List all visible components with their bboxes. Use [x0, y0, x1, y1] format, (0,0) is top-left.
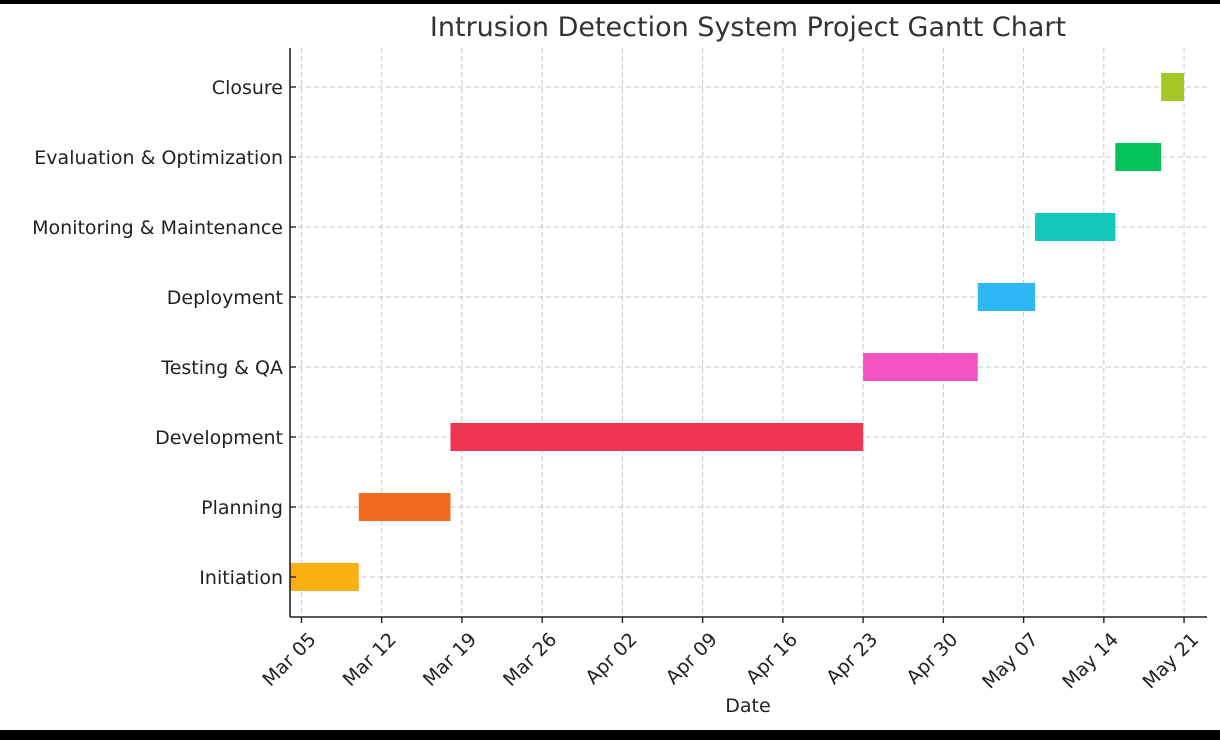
gantt-bar [1035, 213, 1116, 241]
x-tick-label: Apr 30 [902, 629, 962, 689]
chart-frame: Intrusion Detection System Project Gantt… [0, 4, 1220, 730]
y-tick-layer: Initiation Planning Development Testing & Q… [32, 77, 296, 589]
y-tick-label: Development [155, 427, 283, 449]
gantt-bar [1115, 143, 1162, 171]
gantt-chart: Intrusion Detection System Project Gantt… [32, 12, 1207, 717]
y-tick-label: Initiation [199, 567, 283, 589]
x-tick-label: May 07 [978, 629, 1043, 694]
bar-layer [290, 73, 1185, 591]
gantt-bar [977, 283, 1036, 311]
chart-title: Intrusion Detection System Project Gantt… [430, 12, 1066, 43]
x-tick-label: Mar 19 [419, 629, 481, 691]
x-tick-layer: Mar 05 Mar 12 Mar 19 Mar 26 Apr 02 Apr 09 Apr … [258, 617, 1203, 693]
x-tick-label: Apr 16 [742, 629, 802, 689]
y-tick-label: Deployment [167, 287, 283, 309]
x-tick-label: Mar 26 [499, 629, 561, 691]
x-axis-label: Date [725, 695, 770, 717]
gantt-bar [450, 423, 864, 451]
gantt-bar [290, 563, 359, 591]
y-tick-label: Monitoring & Maintenance [32, 217, 283, 239]
gantt-bar [863, 353, 978, 381]
x-tick-label: May 21 [1139, 629, 1204, 694]
y-tick-label: Closure [212, 77, 283, 99]
x-tick-label: Mar 05 [258, 629, 320, 691]
x-tick-label: Apr 09 [662, 629, 722, 689]
y-tick-label: Planning [201, 497, 283, 519]
x-tick-label: Apr 02 [581, 629, 641, 689]
x-tick-label: May 14 [1058, 629, 1123, 694]
y-tick-label: Testing & QA [160, 357, 283, 379]
gantt-bar [1161, 73, 1185, 101]
gantt-bar [358, 493, 451, 521]
x-tick-label: Apr 23 [822, 629, 882, 689]
grid-layer [290, 48, 1207, 617]
x-tick-label: Mar 12 [339, 629, 401, 691]
y-tick-label: Evaluation & Optimization [34, 147, 283, 169]
